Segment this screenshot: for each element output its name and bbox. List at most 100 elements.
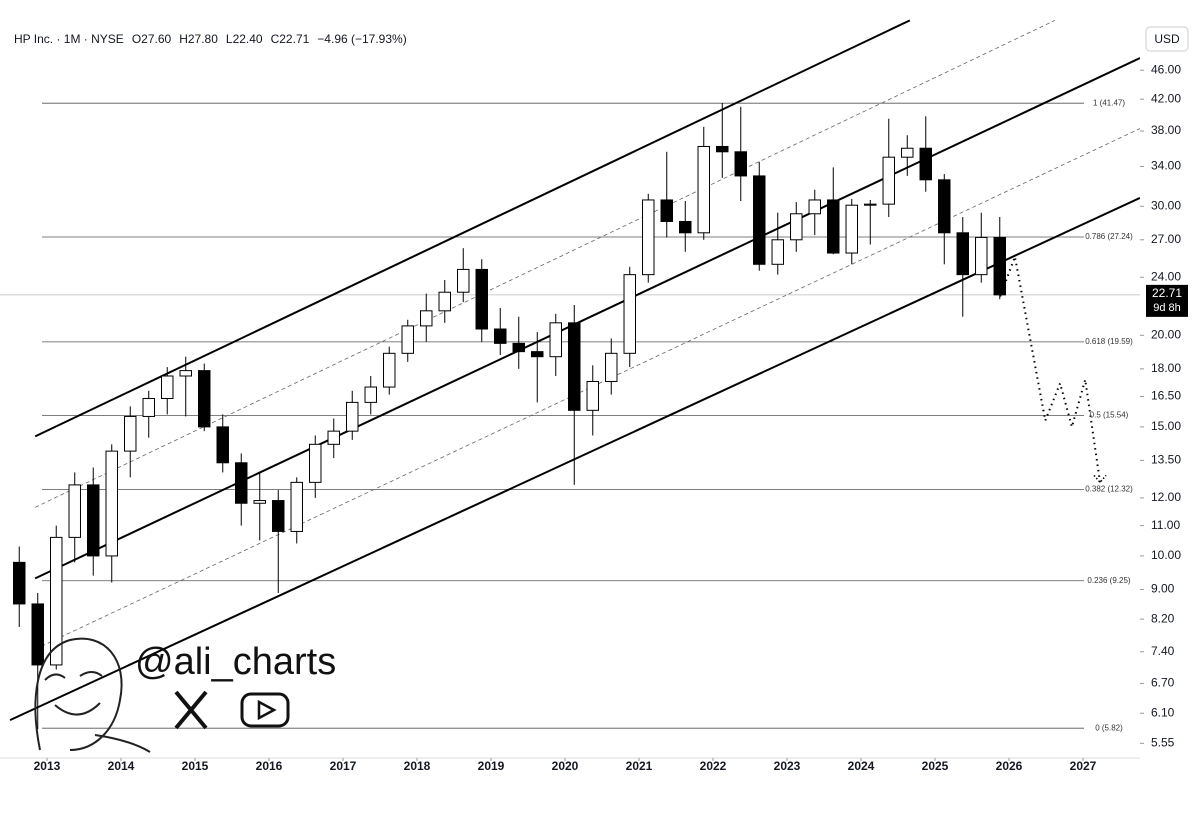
x-tick-label: 2013 [34, 759, 61, 773]
y-tick-label: 15.00 [1151, 419, 1181, 433]
header-field: −4.96 (−17.93%) [317, 32, 406, 46]
y-tick-label: 13.50 [1151, 453, 1181, 467]
x-tick-label: 2016 [256, 759, 283, 773]
fib-label: 0.786 (27.24) [1085, 232, 1133, 241]
y-tick-label: 38.00 [1151, 123, 1181, 137]
last-price-label: 22.71 [1152, 286, 1182, 300]
candle-body [549, 322, 562, 358]
y-tick-label: 5.55 [1151, 736, 1175, 750]
currency-button[interactable] [1145, 26, 1189, 52]
candle-body [512, 342, 525, 353]
header-field: C22.71 [271, 32, 310, 46]
countdown: 9d 8h [1153, 302, 1181, 314]
candle-body [642, 199, 655, 276]
fib-label: 0.5 (15.54) [1090, 411, 1129, 420]
candle-body [87, 484, 100, 557]
candle-body [901, 147, 914, 158]
y-tick-label: 42.00 [1151, 91, 1181, 105]
fib-label: 1 (41.47) [1093, 98, 1125, 107]
candle-body [50, 536, 63, 666]
candle-body [179, 370, 192, 377]
youtube-logo[interactable] [240, 692, 290, 728]
watermark: @ali_charts [135, 641, 336, 683]
candle-body [235, 462, 248, 504]
candle-body [272, 500, 285, 532]
candle-body [31, 603, 44, 666]
x-tick-label: 2021 [626, 759, 653, 773]
candle-body [457, 268, 470, 293]
candle-body [346, 401, 359, 432]
x-logo[interactable] [174, 690, 208, 730]
candle-body [808, 199, 821, 215]
y-tick-label: 6.10 [1151, 705, 1175, 719]
candle-body [253, 500, 266, 504]
candle-body [919, 147, 932, 181]
y-tick-label: 27.00 [1151, 232, 1181, 246]
candle-body [290, 481, 303, 532]
fib-label: 0 (5.82) [1095, 723, 1123, 732]
last-price-box [1146, 284, 1188, 317]
x-tick-label: 2015 [182, 759, 209, 773]
y-tick-label: 8.20 [1151, 611, 1175, 625]
currency[interactable]: USD [1154, 32, 1180, 46]
candle-body [475, 268, 488, 330]
y-tick-label: 7.40 [1151, 644, 1175, 658]
x-tick-label: 2018 [404, 759, 431, 773]
y-tick-label: 6.70 [1151, 676, 1175, 690]
candle-body [327, 430, 340, 445]
candle-body [401, 325, 414, 354]
y-tick-label: 30.00 [1151, 198, 1181, 212]
x-tick-label: 2027 [1070, 759, 1097, 773]
candle-body [716, 145, 729, 153]
candle-body [660, 199, 673, 222]
x-tick-label: 2025 [922, 759, 949, 773]
candle-body [993, 236, 1007, 296]
channel-line [34, 19, 911, 438]
candle-body [734, 151, 747, 177]
candle-body [586, 380, 599, 411]
candle-body [531, 351, 544, 358]
y-tick-label: 10.00 [1151, 548, 1181, 562]
header-field: O27.60 [132, 32, 172, 46]
candle-body [198, 370, 211, 428]
fib-label: 0.382 (12.32) [1085, 485, 1133, 494]
candle-body [216, 426, 229, 464]
fib-label: 0.618 (19.59) [1085, 337, 1133, 346]
plot-area [0, 19, 1140, 730]
candle-body [938, 179, 951, 234]
candle-body [309, 443, 322, 483]
x-tick-label: 2014 [108, 759, 135, 773]
candle-body [568, 322, 581, 411]
y-tick-label: 16.50 [1151, 389, 1181, 403]
x-tick-label: 2019 [478, 759, 505, 773]
y-tick-label: 12.00 [1151, 490, 1181, 504]
candle-body [68, 484, 81, 538]
candle-body [956, 232, 970, 276]
candle-body [364, 386, 377, 403]
candle-body [494, 328, 507, 344]
fib-label: 0.236 (9.25) [1087, 576, 1130, 585]
header-field: HP Inc. · 1M · NYSE [14, 32, 124, 46]
candle-body [124, 415, 137, 452]
y-tick-label: 11.00 [1151, 518, 1180, 532]
candle-body [142, 397, 155, 417]
x-tick-label: 2022 [700, 759, 727, 773]
header-field: H27.80 [179, 32, 218, 46]
candle-body [697, 145, 710, 234]
channel-line [34, 19, 1056, 508]
y-tick-label: 20.00 [1151, 327, 1181, 341]
y-tick-label: 24.00 [1151, 269, 1181, 283]
x-tick-label: 2017 [330, 759, 357, 773]
candle-body [882, 156, 895, 205]
candle-body [845, 204, 858, 254]
x-tick-label: 2026 [996, 759, 1023, 773]
candle-body [420, 310, 433, 327]
y-tick-label: 34.00 [1151, 159, 1181, 173]
header-field: L22.40 [226, 32, 263, 46]
projection-arrowhead [1093, 474, 1107, 484]
candle-body [383, 352, 396, 388]
channel-line [9, 196, 1140, 722]
projection-path [999, 253, 1102, 483]
x-tick-label: 2020 [552, 759, 579, 773]
